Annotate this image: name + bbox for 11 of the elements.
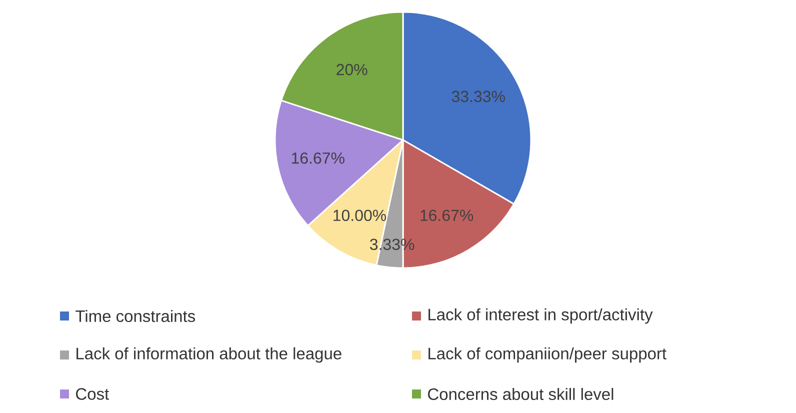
data-label: 16.67%: [292, 152, 344, 164]
legend-label: Lack of interest in sport/activity: [428, 308, 653, 324]
legend-label: Time constraints: [76, 310, 196, 322]
data-label: 33.33%: [452, 90, 505, 102]
legend-label: Concerns about skill level: [428, 388, 614, 400]
legend-label: Cost: [76, 388, 110, 400]
data-label: 20%: [336, 64, 368, 76]
data-label: 16.67%: [420, 210, 474, 222]
legend-label: Lack of information about the league: [76, 347, 342, 363]
data-label: 10.00%: [334, 210, 386, 222]
legend-label: Lack of companiion/peer support: [428, 347, 666, 363]
